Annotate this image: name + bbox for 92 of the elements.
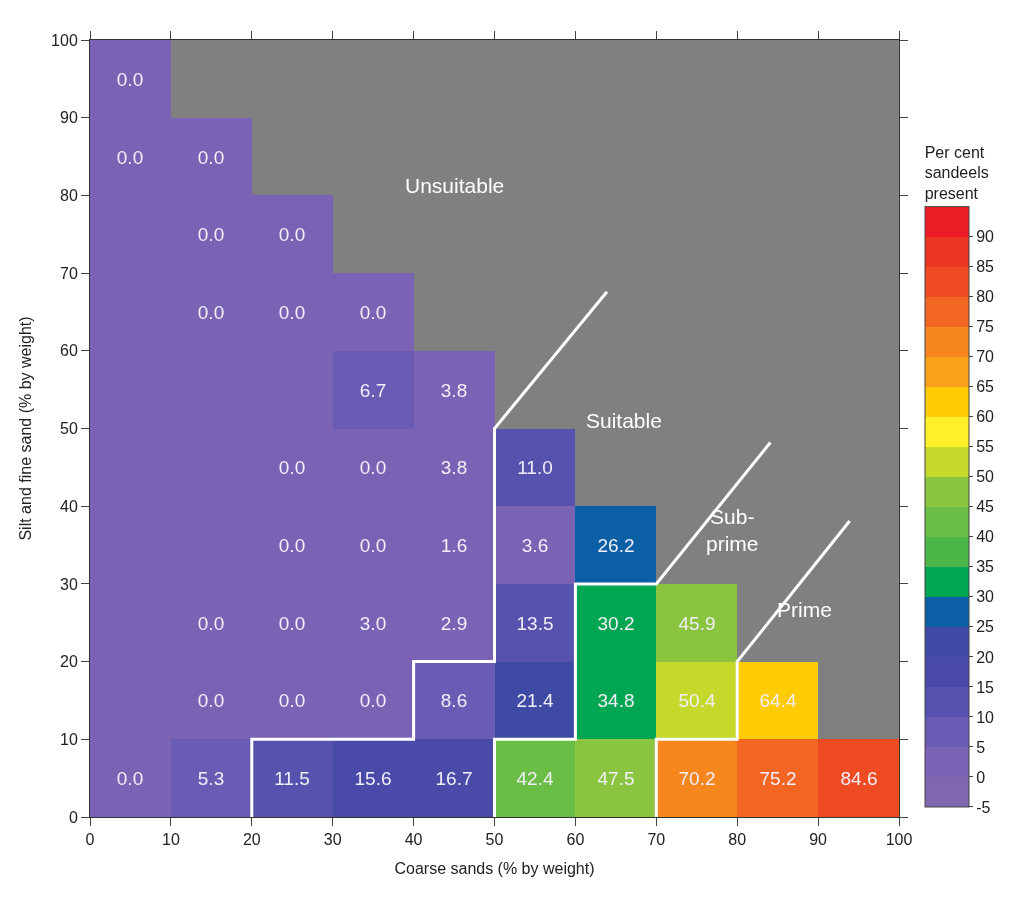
data-label: 64.4	[759, 689, 797, 711]
data-label: 0.0	[197, 223, 225, 245]
y-axis-title: Silt and fine sand (% by weight)	[17, 316, 34, 541]
x-tick-label: 100	[885, 831, 913, 849]
data-label: 0.0	[359, 534, 387, 556]
x-tick-label: 70	[647, 831, 666, 849]
color-bar-label: 25	[976, 618, 995, 636]
data-label: 45.9	[678, 612, 716, 634]
data-label: 0.0	[197, 146, 225, 168]
color-bar-label: 15	[976, 678, 995, 696]
x-tick-label: 10	[162, 831, 180, 849]
data-label: 30.2	[597, 612, 635, 634]
data-label: 3.8	[440, 456, 468, 478]
data-label: 3.8	[440, 379, 468, 401]
color-bar-label: 80	[976, 288, 995, 306]
y-tick-label: 0	[68, 808, 78, 826]
data-label: 15.6	[354, 767, 392, 789]
y-tick-label: 10	[60, 730, 78, 748]
x-tick-label: 90	[809, 831, 828, 849]
data-label: 21.4	[516, 689, 554, 711]
y-tick-label: 70	[60, 264, 78, 282]
color-bar-label: 35	[976, 558, 995, 576]
data-label: 6.7	[359, 379, 387, 401]
color-bar-label: 0	[976, 768, 986, 786]
data-label: 0.0	[197, 301, 225, 323]
x-tick-label: 0	[85, 831, 95, 849]
color-bar-label: 60	[976, 408, 995, 426]
x-tick-label: 80	[728, 831, 747, 849]
color-bar-label: 20	[976, 648, 995, 666]
data-label: 3.6	[521, 534, 549, 556]
data-label: 70.2	[678, 767, 716, 789]
data-label: 11.5	[274, 767, 310, 789]
data-label: 3.0	[359, 612, 387, 634]
y-tick-label: 20	[60, 653, 78, 671]
x-axis-title: Coarse sands (% by weight)	[394, 859, 595, 877]
data-label: 1.6	[440, 534, 468, 556]
data-label: 8.6	[440, 689, 468, 711]
color-bar-label: 10	[976, 708, 995, 726]
data-label: 0.0	[278, 456, 306, 478]
data-label: 84.6	[840, 767, 878, 789]
data-label: 26.2	[597, 534, 635, 556]
data-label: 2.9	[440, 612, 468, 634]
data-label: 0.0	[278, 689, 306, 711]
data-label: 47.5	[597, 767, 635, 789]
color-bar-label: 5	[976, 738, 986, 756]
color-bar-label: -5	[976, 798, 991, 816]
color-bar-label: 30	[976, 588, 995, 606]
data-label: 16.7	[435, 767, 473, 789]
data-label: 5.3	[197, 767, 225, 789]
y-tick-label: 80	[60, 187, 78, 204]
y-tick-label: 40	[60, 497, 78, 515]
annotation: Prime	[777, 598, 832, 621]
x-tick-label: 50	[485, 831, 504, 849]
data-label: 0.0	[359, 301, 387, 323]
data-label: 0.0	[116, 68, 144, 90]
color-bar-label: 70	[976, 348, 995, 366]
data-label: 0.0	[197, 612, 225, 634]
y-tick-label: 30	[60, 575, 78, 593]
color-bar-title: Per cent sandeels present	[924, 143, 989, 203]
data-label: 0.0	[359, 689, 387, 711]
color-bar-label: 40	[976, 528, 995, 546]
color-bar-label: 55	[976, 438, 995, 456]
data-label: 0.0	[278, 612, 306, 634]
data-label: 0.0	[278, 534, 306, 556]
color-bar-label: 65	[976, 378, 995, 396]
annotation: Suitable	[586, 409, 662, 432]
data-label: 13.5	[516, 612, 554, 634]
x-tick-label: 40	[404, 831, 423, 849]
data-label: 0.0	[278, 301, 306, 323]
data-label: 42.4	[516, 767, 554, 789]
color-bar-label: 90	[976, 228, 995, 246]
data-label: 0.0	[116, 146, 144, 168]
y-tick-label: 90	[60, 109, 78, 127]
color-bar-label: 75	[976, 318, 995, 336]
data-label: 34.8	[597, 689, 635, 711]
y-tick-label: 50	[60, 420, 78, 438]
color-bar-label: 45	[976, 498, 995, 516]
data-label: 50.4	[678, 689, 716, 711]
x-tick-label: 60	[566, 831, 585, 849]
data-label: 11.0	[517, 456, 553, 478]
y-tick-label: 60	[60, 342, 78, 360]
y-tick-label: 100	[51, 31, 78, 49]
annotation: Unsuitable	[405, 174, 505, 197]
data-label: 0.0	[197, 689, 225, 711]
color-bar-label: 50	[976, 468, 995, 486]
color-bar-label: 85	[976, 258, 995, 276]
data-label: 0.0	[116, 767, 144, 789]
data-label: 0.0	[359, 456, 387, 478]
x-tick-label: 30	[323, 831, 342, 849]
data-label: 75.2	[759, 767, 797, 789]
x-tick-label: 20	[242, 831, 261, 849]
data-label: 0.0	[278, 223, 306, 245]
